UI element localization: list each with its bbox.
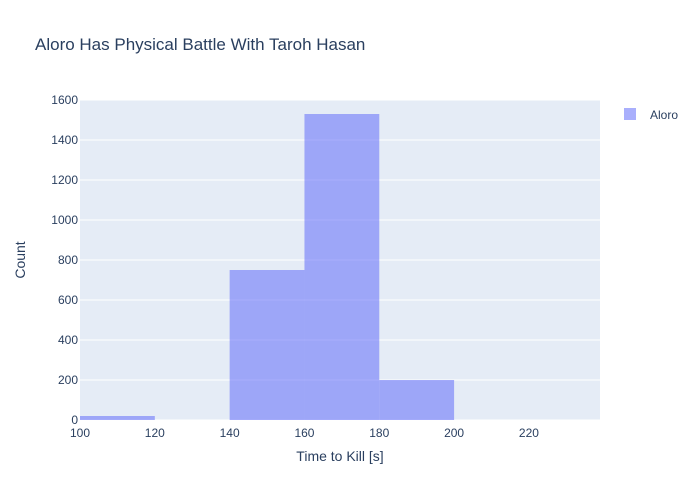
legend[interactable]: Aloro — [624, 108, 678, 122]
x-tick-label: 180 — [369, 426, 389, 440]
chart-title: Aloro Has Physical Battle With Taroh Has… — [35, 35, 365, 54]
y-tick-label: 1600 — [51, 93, 78, 107]
y-tick-label: 0 — [71, 413, 78, 427]
x-tick-label: 100 — [70, 426, 90, 440]
bars — [80, 114, 455, 420]
x-tick-label: 120 — [145, 426, 165, 440]
histogram-bar[interactable] — [379, 380, 455, 420]
histogram-bar[interactable] — [304, 114, 380, 420]
y-tick-label: 200 — [58, 373, 78, 387]
histogram-bar[interactable] — [229, 270, 305, 420]
y-tick-label: 1000 — [51, 213, 78, 227]
histogram-bar[interactable] — [80, 416, 155, 420]
x-tick-label: 160 — [294, 426, 314, 440]
x-tick-label: 200 — [444, 426, 464, 440]
legend-label-aloro: Aloro — [650, 108, 678, 122]
y-tick-label: 600 — [58, 293, 78, 307]
x-axis-ticks: 100 120 140 160 180 200 220 — [70, 426, 539, 440]
y-tick-label: 1400 — [51, 133, 78, 147]
y-tick-label: 800 — [58, 253, 78, 267]
x-tick-label: 140 — [220, 426, 240, 440]
y-tick-label: 1200 — [51, 173, 78, 187]
y-axis-ticks: 0 200 400 600 800 1000 1200 1400 1600 — [51, 93, 78, 427]
legend-swatch — [624, 108, 636, 120]
x-tick-label: 220 — [519, 426, 539, 440]
y-tick-label: 400 — [58, 333, 78, 347]
y-axis-label: Count — [12, 241, 28, 278]
x-axis-label: Time to Kill [s] — [296, 448, 383, 464]
